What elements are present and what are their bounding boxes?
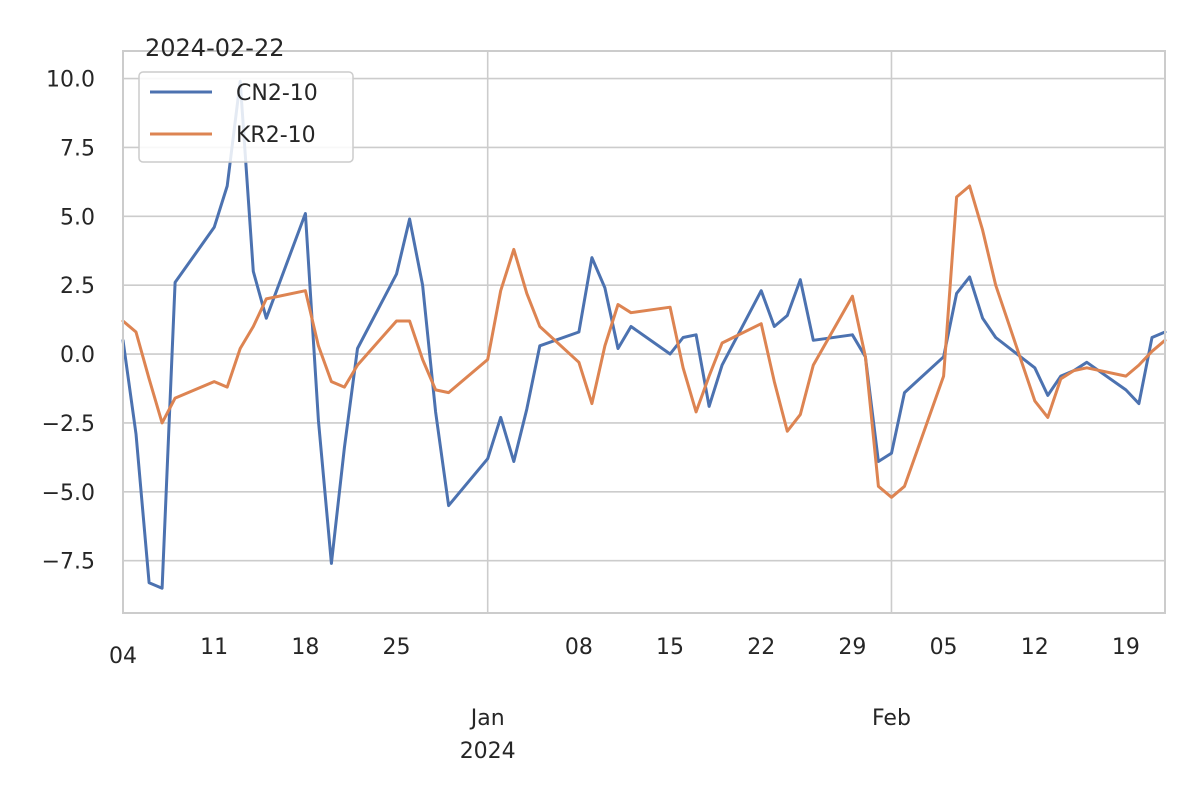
series-line-cn2-10 — [121, 79, 1167, 590]
y-tick-label: −2.5 — [42, 412, 95, 437]
x-minor-tick-label: 25 — [383, 635, 411, 660]
y-tick-label: 2.5 — [60, 274, 95, 299]
legend: CN2-10 KR2-10 — [138, 71, 354, 163]
legend-label: CN2-10 — [236, 81, 318, 106]
y-tick-label: −7.5 — [42, 550, 95, 575]
series-lines — [121, 79, 1167, 590]
x-minor-tick-label: 15 — [656, 635, 684, 660]
y-tick-label: −5.0 — [42, 481, 95, 506]
legend-label: KR2-10 — [236, 123, 316, 148]
chart-title: 2024-02-22 — [145, 34, 284, 62]
plot-frame — [122, 50, 1166, 614]
x-minor-tick-label: 12 — [1021, 635, 1049, 660]
y-tick-label: 0.0 — [60, 343, 95, 368]
x-minor-tick-label: 22 — [747, 635, 775, 660]
axis-ticks: 10.0 7.5 5.0 2.5 0.0 −2.5 −5.0 −7.5 Jan 2024 Feb 04… — [42, 68, 1140, 764]
x-minor-tick-label: 19 — [1112, 635, 1140, 660]
y-tick-label: 7.5 — [60, 136, 95, 161]
x-major-tick-sublabel: 2024 — [460, 739, 516, 764]
x-minor-tick-label: 08 — [565, 635, 593, 660]
series-line-kr2-10 — [121, 184, 1167, 499]
x-minor-tick-label: 04 — [109, 644, 137, 669]
x-minor-tick-label: 11 — [200, 635, 228, 660]
x-major-tick-label: Feb — [872, 706, 911, 731]
y-tick-label: 10.0 — [46, 68, 95, 93]
y-tick-label: 5.0 — [60, 205, 95, 230]
x-major-tick-label: Jan — [469, 706, 505, 731]
x-minor-tick-label: 18 — [291, 635, 319, 660]
legend-box — [138, 71, 354, 163]
x-minor-tick-label: 05 — [930, 635, 958, 660]
x-minor-tick-label: 29 — [838, 635, 866, 660]
